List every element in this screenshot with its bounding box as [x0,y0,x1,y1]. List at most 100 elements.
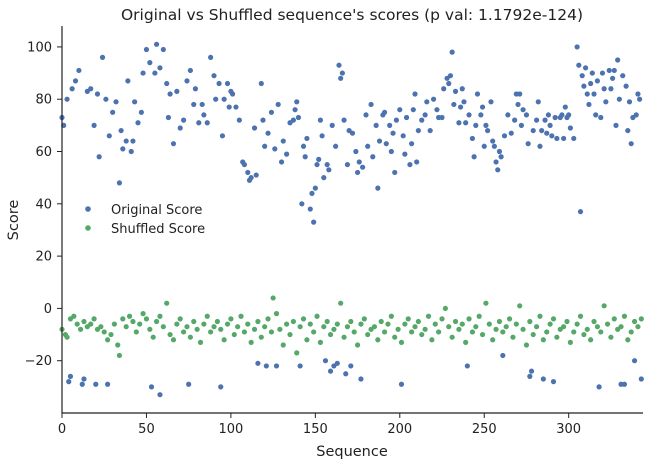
shuffled-score-point [567,339,573,345]
original-score-point [226,104,232,110]
original-score-point [528,368,535,374]
x-tick-label: 250 [472,422,497,437]
shuffled-score-point [479,331,486,338]
shuffled-score-point [517,303,523,309]
original-score-point [125,78,131,84]
original-score-point [549,133,555,139]
original-score-point [148,384,155,390]
shuffled-score-point [280,342,286,348]
original-score-point [530,127,536,134]
shuffled-score-point [422,326,428,332]
original-score-point [523,112,530,118]
original-score-point [427,127,433,134]
original-score-point [591,91,597,97]
shuffled-score-point [126,313,133,319]
shuffled-score-point [456,326,462,332]
original-score-point [118,127,124,134]
original-score-point [430,96,437,102]
original-score-point [138,109,144,115]
original-score-point [322,358,329,364]
original-score-point [637,96,643,102]
original-score-point [387,122,393,128]
original-score-point [229,91,236,97]
original-score-point [213,96,219,102]
original-score-point [447,73,454,79]
shuffled-score-point [338,300,344,306]
shuffled-score-point [412,324,418,330]
shuffled-score-point [564,318,570,325]
shuffled-score-point [317,339,324,345]
original-score-point [187,67,193,74]
original-score-point [309,190,315,196]
original-score-point [586,101,592,108]
shuffled-score-point [314,313,320,319]
original-score-point [638,376,644,382]
original-score-point [316,156,322,162]
original-score-point [373,122,379,128]
original-score-point [311,219,317,225]
original-score-point [302,154,308,160]
shuffled-score-point [409,329,415,335]
original-score-point [393,117,400,123]
original-score-point [625,127,631,134]
shuffled-score-point [334,321,340,327]
shuffled-score-point [439,316,445,322]
original-score-point [567,125,573,131]
original-score-point [520,107,526,113]
original-score-point [446,80,452,87]
original-score-point [376,138,383,144]
original-score-point [464,363,470,369]
shuffled-score-point [601,303,607,309]
original-score-point [599,70,606,76]
original-score-point [518,122,525,128]
original-score-point [336,62,342,68]
original-score-point [383,141,389,147]
shuffled-score-point [638,316,644,322]
original-score-point [312,185,318,191]
original-score-point [248,175,254,181]
original-score-point [463,120,469,126]
original-score-point [593,112,599,118]
y-tick-label: 60 [35,145,52,160]
original-score-point [181,117,187,123]
original-score-point [360,164,366,170]
shuffled-score-point [167,331,173,338]
shuffled-score-point [588,337,594,343]
shuffled-score-point [584,326,590,332]
original-score-point [633,112,639,118]
original-score-point [540,376,546,382]
original-score-point [255,360,261,366]
original-score-point [96,154,102,160]
original-score-point [451,101,457,108]
original-score-point [603,99,609,105]
original-score-point [403,114,410,121]
original-score-point [201,112,207,118]
original-score-point [219,133,226,139]
original-score-point [397,107,403,113]
x-tick-label: 50 [138,422,155,437]
shuffled-score-point [398,339,405,345]
original-score-point [160,46,166,53]
original-score-point [611,67,617,74]
original-score-point [307,206,313,212]
original-score-point [559,112,565,118]
original-score-point [390,130,396,136]
y-tick-label: 20 [35,250,52,265]
shuffled-score-point [611,316,617,322]
shuffled-score-point [554,334,560,340]
shuffled-score-point [273,311,280,317]
shuffled-score-point [618,324,624,330]
original-score-point [221,96,227,102]
y-tick-label: 40 [35,197,52,212]
original-score-point [321,175,327,181]
shuffled-score-point [625,337,631,343]
shuffled-score-point [231,331,237,338]
shuffled-score-point [520,326,526,332]
original-score-point [402,151,408,157]
original-score-point [515,101,521,108]
shuffled-score-point [381,329,388,335]
shuffled-score-point [503,324,509,330]
shuffled-score-point [476,313,482,319]
original-score-point [407,161,413,168]
original-score-point [334,360,340,366]
